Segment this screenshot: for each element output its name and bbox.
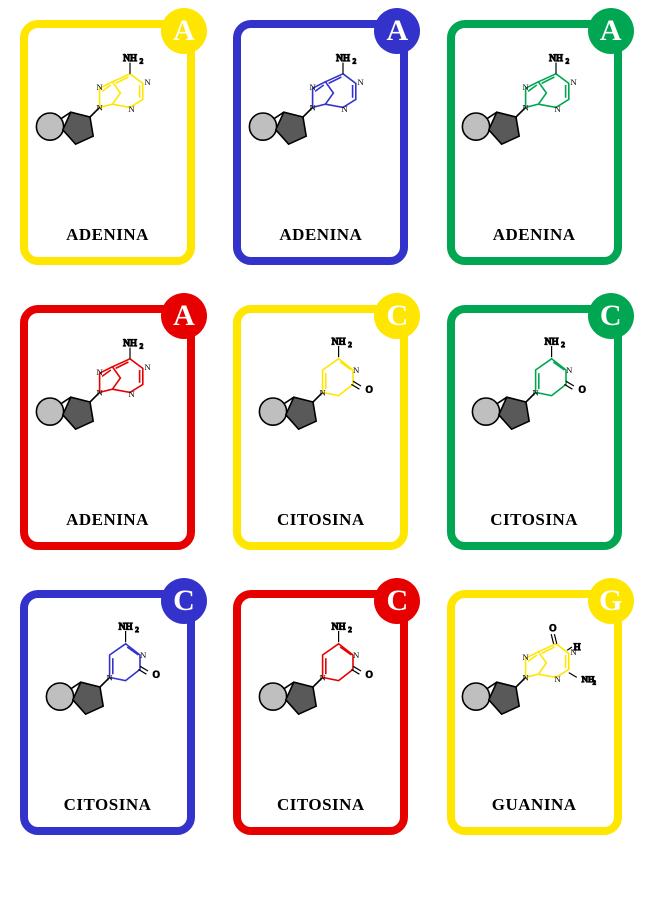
card-2-adenine-green: A N N N N NH2 ADENINA bbox=[447, 20, 622, 265]
svg-text:N: N bbox=[96, 367, 103, 377]
base-name-label: ADENINA bbox=[493, 225, 576, 245]
badge-C: C bbox=[161, 578, 207, 624]
svg-text:O: O bbox=[549, 623, 556, 634]
svg-text:2: 2 bbox=[348, 341, 352, 349]
svg-text:NH: NH bbox=[123, 53, 137, 64]
card-8-guanine-yellow: G N N N N OHNH2 GUANINA bbox=[447, 590, 622, 835]
badge-A: A bbox=[161, 8, 207, 54]
card-3-adenine-red: A N N N N NH2 ADENINA bbox=[20, 305, 195, 550]
card-1-adenine-blue: A N N N N NH2 ADENINA bbox=[233, 20, 408, 265]
badge-G: G bbox=[588, 578, 634, 624]
svg-text:N: N bbox=[106, 673, 113, 683]
badge-A: A bbox=[374, 8, 420, 54]
svg-text:N: N bbox=[353, 650, 360, 660]
svg-text:N: N bbox=[128, 389, 135, 399]
card-7-cytosine-red: C N N NH2O CITOSINA bbox=[233, 590, 408, 835]
molecule-diagram: N N N N NH2 bbox=[460, 50, 608, 165]
badge-C: C bbox=[374, 293, 420, 339]
svg-text:2: 2 bbox=[135, 626, 139, 634]
svg-text:N: N bbox=[144, 77, 151, 87]
svg-text:N: N bbox=[96, 103, 103, 113]
svg-text:N: N bbox=[523, 652, 530, 662]
svg-text:O: O bbox=[579, 384, 586, 395]
svg-text:NH: NH bbox=[118, 621, 132, 632]
card-5-cytosine-green: C N N NH2O CITOSINA bbox=[447, 305, 622, 550]
svg-text:O: O bbox=[152, 669, 159, 680]
svg-text:N: N bbox=[571, 77, 578, 87]
svg-text:N: N bbox=[353, 365, 360, 375]
svg-text:2: 2 bbox=[566, 57, 570, 65]
svg-text:N: N bbox=[144, 362, 151, 372]
svg-text:N: N bbox=[555, 104, 562, 114]
svg-text:N: N bbox=[523, 103, 530, 113]
base-name-label: CITOSINA bbox=[64, 795, 152, 815]
badge-C: C bbox=[588, 293, 634, 339]
base-name-label: ADENINA bbox=[279, 225, 362, 245]
base-name-label: CITOSINA bbox=[277, 510, 365, 530]
svg-text:O: O bbox=[366, 669, 373, 680]
base-name-label: CITOSINA bbox=[277, 795, 365, 815]
card-grid: A N N N N NH2 ADENINA A bbox=[20, 20, 630, 835]
base-name-label: ADENINA bbox=[66, 510, 149, 530]
svg-text:2: 2 bbox=[593, 680, 596, 687]
svg-text:2: 2 bbox=[139, 342, 143, 350]
svg-text:2: 2 bbox=[348, 626, 352, 634]
svg-text:2: 2 bbox=[561, 341, 565, 349]
base-name-label: GUANINA bbox=[492, 795, 577, 815]
card-4-cytosine-yellow: C N N NH2O CITOSINA bbox=[233, 305, 408, 550]
svg-text:NH: NH bbox=[336, 53, 350, 64]
svg-text:N: N bbox=[555, 674, 562, 684]
svg-text:NH: NH bbox=[545, 336, 559, 347]
svg-text:N: N bbox=[523, 673, 530, 683]
svg-text:N: N bbox=[319, 388, 326, 398]
base-name-label: CITOSINA bbox=[490, 510, 578, 530]
svg-text:2: 2 bbox=[139, 57, 143, 65]
molecule-diagram: N N N N NH2 bbox=[34, 335, 182, 450]
svg-text:N: N bbox=[96, 388, 103, 398]
base-name-label: ADENINA bbox=[66, 225, 149, 245]
svg-text:H: H bbox=[574, 642, 581, 653]
svg-text:N: N bbox=[309, 82, 316, 92]
card-6-cytosine-blue: C N N NH2O CITOSINA bbox=[20, 590, 195, 835]
svg-text:NH: NH bbox=[549, 53, 563, 64]
badge-C: C bbox=[374, 578, 420, 624]
svg-text:N: N bbox=[309, 103, 316, 113]
svg-text:N: N bbox=[533, 388, 540, 398]
molecule-diagram: N N N N OHNH2 bbox=[460, 620, 608, 735]
molecule-diagram: N N NH2 O bbox=[257, 620, 385, 735]
badge-A: A bbox=[161, 293, 207, 339]
svg-text:N: N bbox=[566, 365, 573, 375]
svg-text:O: O bbox=[366, 384, 373, 395]
molecule-diagram: N N N N NH2 bbox=[247, 50, 395, 165]
svg-text:NH: NH bbox=[123, 338, 137, 349]
molecule-diagram: N N NH2 O bbox=[257, 335, 385, 450]
svg-text:N: N bbox=[341, 104, 348, 114]
badge-A: A bbox=[588, 8, 634, 54]
svg-text:N: N bbox=[523, 82, 530, 92]
svg-text:N: N bbox=[96, 82, 103, 92]
svg-text:NH: NH bbox=[331, 621, 345, 632]
svg-text:NH: NH bbox=[331, 336, 345, 347]
svg-text:N: N bbox=[128, 104, 135, 114]
molecule-diagram: N N NH2 O bbox=[470, 335, 598, 450]
molecule-diagram: N N NH2 O bbox=[44, 620, 172, 735]
svg-text:N: N bbox=[357, 77, 364, 87]
molecule-diagram: N N N N NH2 bbox=[34, 50, 182, 165]
svg-text:2: 2 bbox=[352, 57, 356, 65]
card-0-adenine-yellow: A N N N N NH2 ADENINA bbox=[20, 20, 195, 265]
svg-text:N: N bbox=[140, 650, 147, 660]
svg-text:N: N bbox=[319, 673, 326, 683]
